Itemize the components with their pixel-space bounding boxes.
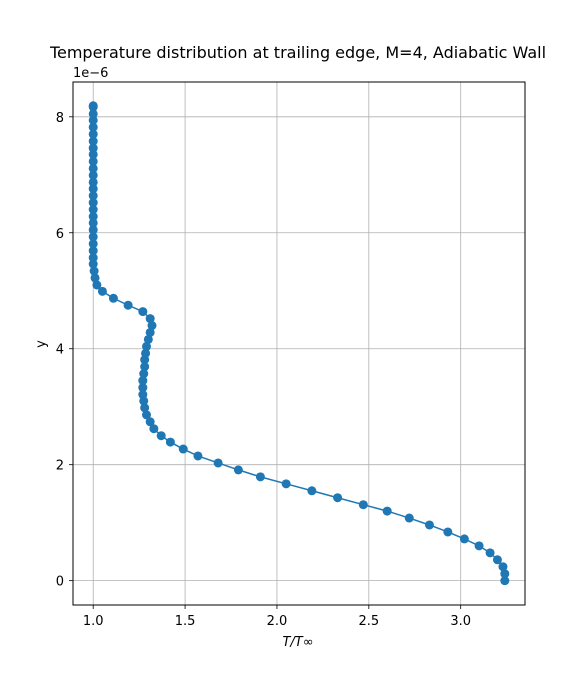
data-point xyxy=(492,555,502,565)
data-point xyxy=(382,506,392,516)
data-point xyxy=(88,259,98,269)
data-point xyxy=(149,424,159,434)
data-point xyxy=(138,383,148,393)
data-point xyxy=(500,576,510,586)
data-point xyxy=(88,170,98,180)
data-point xyxy=(88,143,98,153)
data-point xyxy=(88,239,98,249)
data-point xyxy=(193,451,203,461)
x-tick-label: 1.0 xyxy=(83,614,104,629)
data-point xyxy=(108,293,118,303)
data-point xyxy=(88,212,98,222)
data-point xyxy=(459,534,469,544)
data-point xyxy=(88,198,98,208)
data-point xyxy=(139,369,149,379)
data-point xyxy=(88,184,98,194)
data-point xyxy=(156,431,166,441)
data-point xyxy=(358,500,368,510)
x-axis-label: T/T∞ xyxy=(282,635,313,650)
data-point xyxy=(88,115,98,125)
chart-title: Temperature distribution at trailing edg… xyxy=(49,43,546,62)
data-point xyxy=(178,444,188,454)
data-point xyxy=(88,218,98,228)
data-point xyxy=(213,458,223,468)
x-tick-label: 3.0 xyxy=(450,614,471,629)
data-point xyxy=(138,376,148,386)
data-point xyxy=(142,410,151,420)
x-axis-label-text: T/T∞ xyxy=(282,635,313,650)
data-point xyxy=(474,541,484,551)
data-point xyxy=(145,314,155,324)
data-point xyxy=(88,253,98,263)
data-point xyxy=(88,136,98,146)
x-axis: 1.0 1.5 2.0 2.5 3.0 xyxy=(83,605,471,629)
data-point xyxy=(333,493,343,503)
data-point xyxy=(140,403,150,413)
data-point xyxy=(123,300,133,310)
data-point xyxy=(92,280,102,290)
data-point xyxy=(255,472,265,482)
data-point xyxy=(88,156,98,166)
data-point xyxy=(88,205,98,215)
data-point xyxy=(88,163,98,173)
y-axis: 0 2 4 6 8 xyxy=(56,111,73,590)
y-offset-label: 1e−6 xyxy=(73,66,108,81)
data-point xyxy=(89,266,99,276)
data-point xyxy=(88,109,98,119)
y-tick-label: 8 xyxy=(56,111,64,126)
data-point xyxy=(88,177,98,187)
data-point xyxy=(145,417,155,427)
data-point xyxy=(147,321,157,331)
y-tick-label: 4 xyxy=(56,343,64,358)
data-point xyxy=(88,129,98,139)
data-point xyxy=(307,486,317,496)
data-point xyxy=(88,225,98,235)
data-point xyxy=(138,307,148,317)
data-point xyxy=(141,348,151,358)
data-point xyxy=(97,286,107,296)
data-point xyxy=(165,437,175,447)
data-point xyxy=(424,520,434,530)
data-point xyxy=(500,569,510,579)
y-tick-label: 6 xyxy=(56,227,64,242)
data-point xyxy=(233,465,243,475)
data-point xyxy=(88,101,98,111)
data-point xyxy=(443,527,453,537)
data-point xyxy=(138,390,148,400)
data-point xyxy=(90,273,100,283)
data-point xyxy=(88,246,98,256)
data-point xyxy=(404,513,414,523)
data-point xyxy=(485,548,495,558)
y-tick-label: 2 xyxy=(56,459,64,474)
y-axis-label: y xyxy=(34,340,49,348)
data-point xyxy=(498,562,508,572)
data-point xyxy=(145,327,155,337)
data-point xyxy=(88,191,98,201)
data-point xyxy=(140,362,150,372)
x-tick-label: 1.5 xyxy=(175,614,196,629)
data-point xyxy=(143,334,153,344)
x-tick-label: 2.0 xyxy=(267,614,288,629)
x-tick-label: 2.5 xyxy=(358,614,379,629)
data-point xyxy=(142,341,151,351)
data-point xyxy=(88,149,98,159)
series-layer xyxy=(88,101,510,586)
grid xyxy=(73,82,525,605)
data-point xyxy=(281,479,291,489)
data-point xyxy=(88,122,98,132)
y-tick-label: 0 xyxy=(56,575,64,590)
data-point xyxy=(88,232,98,242)
plot-frame xyxy=(72,81,526,606)
